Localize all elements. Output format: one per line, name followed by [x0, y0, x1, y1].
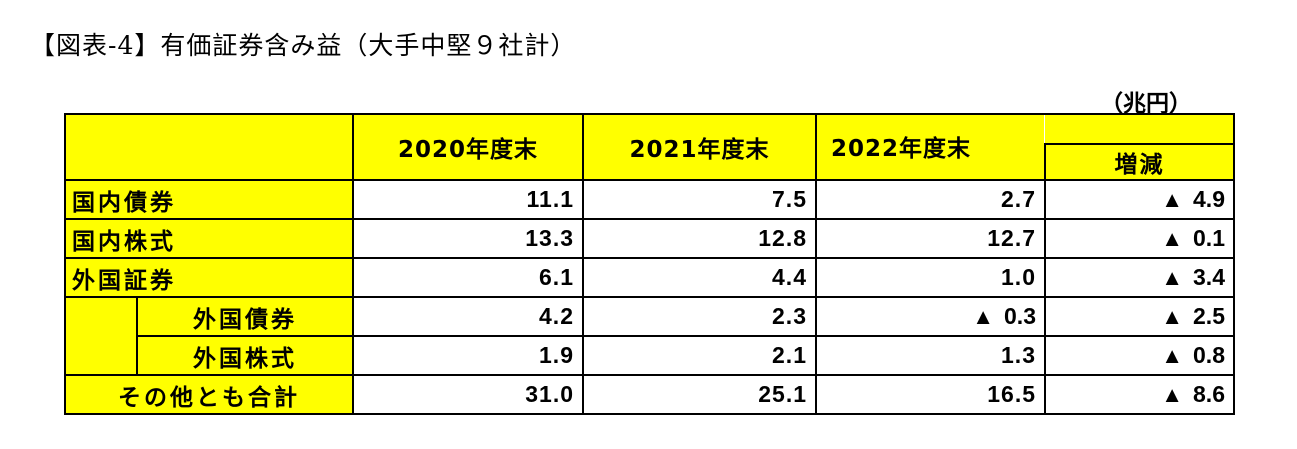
row-label: その他とも合計	[64, 374, 354, 415]
cell-change: ▲ 4.9	[1044, 179, 1235, 220]
header-top-right-cell	[1045, 113, 1235, 144]
col-header-2022: 2022年度末	[815, 113, 1045, 181]
cell-2021: 2.3	[582, 296, 817, 337]
change-value: 0.8	[1193, 342, 1225, 368]
row-label: 外国株式	[136, 335, 354, 376]
cell-2020: 1.9	[352, 335, 584, 376]
change-value: 8.6	[1193, 381, 1225, 407]
cell-2021: 4.4	[582, 257, 817, 298]
cell-2020: 13.3	[352, 218, 584, 259]
cell-2022: 16.5	[815, 374, 1046, 415]
cell-2022: 12.7	[815, 218, 1046, 259]
cell-2021: 7.5	[582, 179, 817, 220]
col-header-2021: 2021年度末	[582, 113, 817, 181]
table-row-sub: 外国株式 1.9 2.1 1.3 ▲ 0.8	[65, 335, 1235, 376]
cell-2022: 2.7	[815, 179, 1046, 220]
cell-2022: 1.0	[815, 257, 1046, 298]
cell-2020: 6.1	[352, 257, 584, 298]
table-row: 外国証券 6.1 4.4 1.0 ▲ 3.4	[64, 257, 1235, 298]
cell-2022: ▲ 0.3	[815, 296, 1046, 337]
col-header-change: 増減	[1044, 143, 1235, 181]
cell-change: ▲ 2.5	[1044, 296, 1235, 337]
cell-2022: 1.3	[815, 335, 1046, 376]
table-row: 国内株式 13.3 12.8 12.7 ▲ 0.1	[64, 218, 1235, 259]
cell-2020: 4.2	[352, 296, 584, 337]
cell-change: ▲ 3.4	[1044, 257, 1235, 298]
cell-2021: 25.1	[582, 374, 817, 415]
cell-2021: 12.8	[582, 218, 817, 259]
cell-change: ▲ 0.8	[1044, 335, 1235, 376]
col-header-2020: 2020年度末	[352, 113, 584, 181]
triangle-icon: ▲	[972, 304, 995, 329]
triangle-icon: ▲	[1161, 187, 1184, 212]
data-table: 2020年度末 2021年度末 2022年度末 増減 国内債券 11.1 7.5…	[64, 113, 1235, 415]
value-2022: 0.3	[1004, 303, 1036, 329]
page-title: 【図表-4】有価証券含み益（大手中堅９社計）	[30, 31, 577, 60]
triangle-icon: ▲	[1161, 304, 1184, 329]
triangle-icon: ▲	[1161, 265, 1184, 290]
header-row-2: 増減	[65, 143, 1235, 181]
cell-2021: 2.1	[582, 335, 817, 376]
indent-cell	[64, 297, 138, 375]
row-label: 国内債券	[64, 179, 354, 220]
change-value: 3.4	[1193, 264, 1225, 290]
cell-change: ▲ 8.6	[1044, 374, 1235, 415]
table-row-sub: 外国債券 4.2 2.3 ▲ 0.3 ▲ 2.5	[64, 296, 1235, 375]
cell-change: ▲ 0.1	[1044, 218, 1235, 259]
header-corner-cell	[64, 113, 354, 181]
table-row: 国内債券 11.1 7.5 2.7 ▲ 4.9	[64, 179, 1235, 220]
cell-2020: 31.0	[352, 374, 584, 415]
row-label: 外国証券	[64, 257, 354, 298]
triangle-icon: ▲	[1161, 382, 1184, 407]
table-row-total: その他とも合計 31.0 25.1 16.5 ▲ 8.6	[64, 374, 1235, 415]
triangle-icon: ▲	[1161, 343, 1184, 368]
row-label: 外国債券	[136, 296, 354, 337]
row-label: 国内株式	[64, 218, 354, 259]
change-value: 0.1	[1193, 225, 1225, 251]
change-value: 4.9	[1193, 186, 1225, 212]
triangle-icon: ▲	[1161, 226, 1184, 251]
header-row: 2020年度末 2021年度末 2022年度末	[64, 113, 1235, 181]
change-value: 2.5	[1193, 303, 1225, 329]
unit-label: （兆円）	[1100, 91, 1192, 117]
cell-2020: 11.1	[352, 179, 584, 220]
